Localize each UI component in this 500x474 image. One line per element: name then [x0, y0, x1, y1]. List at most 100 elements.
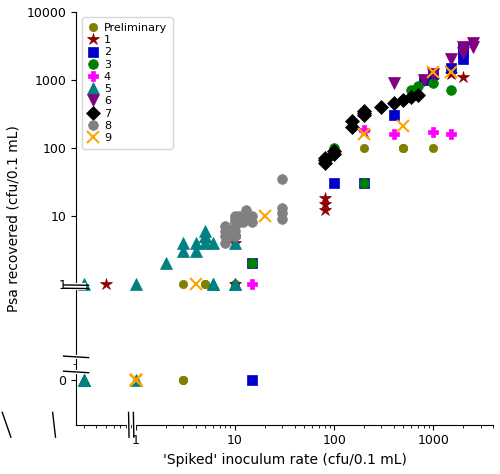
2	[361, 181, 367, 186]
2	[250, 377, 256, 383]
9	[448, 69, 454, 75]
5	[232, 281, 238, 286]
1	[322, 201, 328, 207]
8	[250, 213, 256, 219]
2	[460, 56, 466, 62]
Line: 2: 2	[248, 43, 468, 384]
8	[280, 210, 285, 216]
8	[232, 213, 238, 219]
9	[430, 69, 436, 75]
Preliminary	[232, 281, 238, 286]
8	[222, 228, 228, 234]
7	[322, 158, 328, 164]
1	[322, 208, 328, 213]
3	[250, 260, 256, 266]
Line: 1: 1	[100, 68, 470, 290]
Preliminary	[448, 65, 454, 71]
5	[202, 233, 208, 239]
6	[430, 72, 436, 77]
Y-axis label: Psa recovered (cfu/0.1 mL): Psa recovered (cfu/0.1 mL)	[7, 125, 21, 312]
Preliminary	[232, 281, 238, 286]
Preliminary	[202, 281, 208, 286]
6	[470, 40, 476, 46]
1	[448, 72, 454, 77]
9	[400, 123, 406, 129]
5	[162, 260, 168, 266]
5	[81, 377, 87, 383]
8	[232, 223, 238, 229]
3	[250, 260, 256, 266]
5	[133, 377, 139, 383]
3	[361, 181, 367, 186]
5	[202, 228, 208, 234]
4	[448, 131, 454, 137]
Line: 4: 4	[230, 126, 456, 289]
Preliminary	[400, 145, 406, 151]
5	[133, 281, 139, 286]
8	[232, 228, 238, 234]
7	[348, 118, 354, 124]
7	[391, 100, 397, 106]
3	[430, 80, 436, 86]
Preliminary	[460, 56, 466, 62]
Line: 8: 8	[220, 174, 287, 247]
7	[331, 152, 337, 157]
Line: 5: 5	[78, 225, 240, 385]
3	[448, 88, 454, 93]
8	[240, 219, 246, 225]
7	[400, 98, 406, 103]
4	[391, 131, 397, 137]
7	[361, 108, 367, 114]
7	[415, 92, 421, 98]
9	[133, 377, 139, 383]
7	[361, 112, 367, 118]
8	[280, 205, 285, 211]
9	[262, 213, 268, 219]
9	[133, 377, 139, 383]
2	[331, 181, 337, 186]
8	[250, 219, 256, 225]
8	[236, 219, 242, 225]
9	[133, 377, 139, 383]
8	[232, 233, 238, 239]
4	[232, 233, 238, 239]
3	[400, 98, 406, 103]
8	[222, 223, 228, 229]
3	[408, 88, 414, 93]
5	[192, 240, 198, 246]
8	[244, 208, 250, 213]
5	[81, 377, 87, 383]
6	[460, 45, 466, 50]
5	[232, 281, 238, 286]
3	[415, 83, 421, 89]
5	[210, 281, 216, 286]
8	[222, 240, 228, 246]
8	[280, 176, 285, 182]
4	[250, 281, 256, 286]
7	[348, 125, 354, 130]
6	[420, 77, 426, 82]
Legend: Preliminary, 1, 2, 3, 4, 5, 6, 7, 8, 9: Preliminary, 1, 2, 3, 4, 5, 6, 7, 8, 9	[82, 18, 172, 149]
7	[408, 95, 414, 100]
5	[192, 248, 198, 254]
Line: Preliminary: Preliminary	[179, 55, 468, 383]
1	[322, 195, 328, 201]
8	[228, 228, 234, 234]
6	[391, 80, 397, 86]
Preliminary	[400, 145, 406, 151]
5	[232, 240, 238, 246]
2	[391, 112, 397, 118]
8	[228, 233, 234, 239]
5	[202, 240, 208, 246]
8	[240, 213, 246, 219]
Preliminary	[180, 377, 186, 383]
1	[232, 240, 238, 246]
7	[378, 104, 384, 109]
1	[202, 240, 208, 246]
2	[448, 65, 454, 71]
9	[133, 377, 139, 383]
2	[430, 72, 436, 77]
1	[460, 74, 466, 80]
1	[430, 77, 436, 82]
8	[232, 219, 238, 225]
